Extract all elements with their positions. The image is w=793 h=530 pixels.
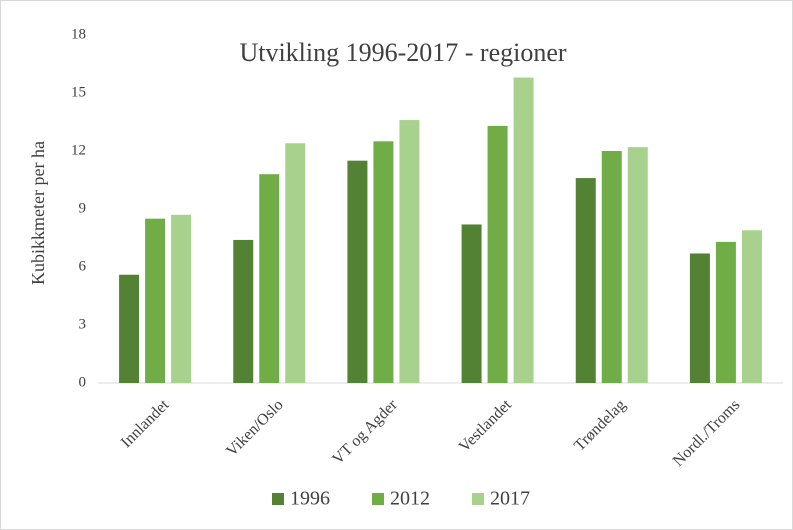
bar <box>399 120 420 384</box>
legend-swatch <box>372 493 384 505</box>
bar <box>233 239 254 383</box>
bar <box>119 274 140 383</box>
y-axis-label: Kubikkmeter per ha <box>28 141 48 285</box>
legend-swatch <box>472 493 484 505</box>
y-tick-label: 3 <box>79 316 87 332</box>
bar <box>627 147 648 383</box>
y-tick-label: 18 <box>71 26 86 42</box>
bar <box>715 241 736 383</box>
legend-label: 2012 <box>390 488 430 510</box>
y-tick-label: 12 <box>71 142 86 158</box>
chart-title: Utvikling 1996-2017 - regioner <box>239 38 566 67</box>
y-tick-label: 9 <box>79 200 87 216</box>
y-tick-label: 0 <box>79 374 87 390</box>
legend-label: 1996 <box>290 488 330 510</box>
bar <box>347 160 368 383</box>
bar <box>285 143 306 383</box>
bar <box>145 218 166 383</box>
bar <box>373 141 394 383</box>
bar <box>601 151 622 383</box>
bar <box>259 174 280 383</box>
y-tick-label: 15 <box>71 84 86 100</box>
bar <box>171 214 192 383</box>
bar <box>575 178 596 383</box>
bar <box>689 253 710 383</box>
bar <box>513 77 534 384</box>
bar <box>741 230 762 383</box>
legend-label: 2017 <box>490 488 530 510</box>
bar <box>487 125 508 383</box>
y-tick-label: 6 <box>79 258 87 274</box>
bar <box>461 224 482 383</box>
legend-swatch <box>272 493 284 505</box>
